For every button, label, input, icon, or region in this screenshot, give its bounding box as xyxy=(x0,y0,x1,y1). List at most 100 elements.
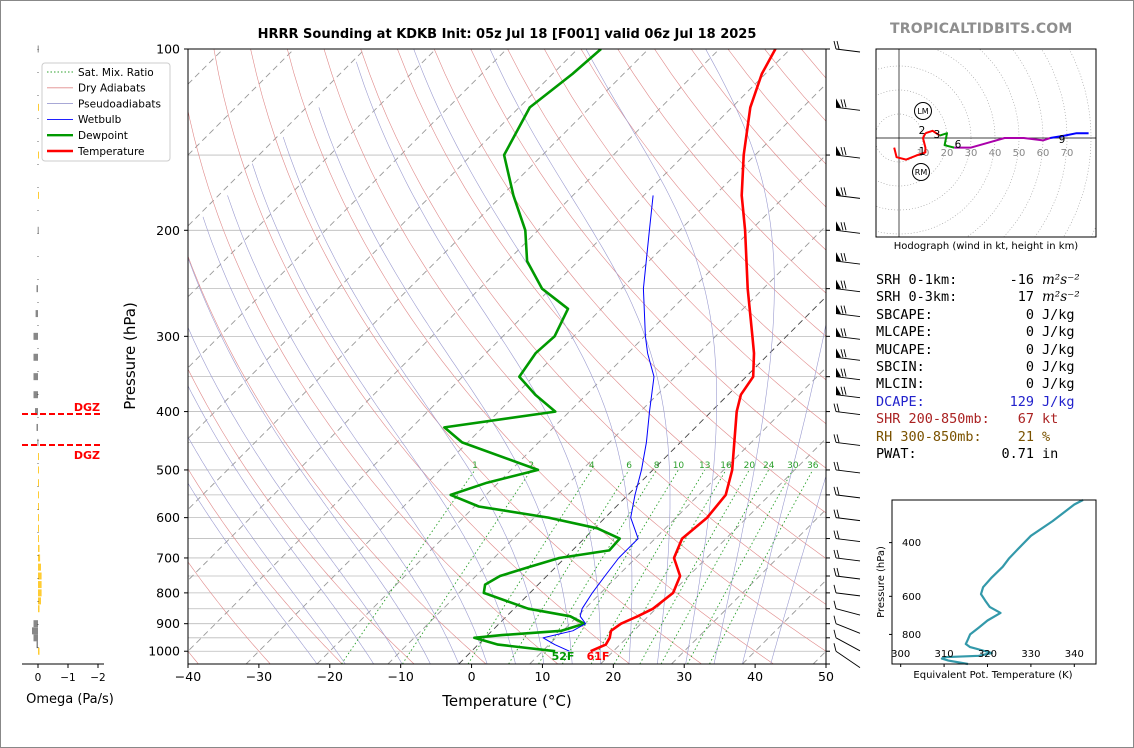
stat-unit: J/kg xyxy=(1042,393,1075,410)
legend-label: Wetbulb xyxy=(78,114,122,126)
wind-barbs xyxy=(833,40,861,668)
omega-bar xyxy=(36,641,38,649)
dry-adiabat xyxy=(397,49,826,559)
theta-e-xtick-label: 340 xyxy=(1065,649,1084,660)
theta-e-xtick-label: 330 xyxy=(1021,649,1040,660)
theta-e-xlabel: Equivalent Pot. Temperature (K) xyxy=(913,670,1072,681)
hodograph-ring-label: 60 xyxy=(1037,148,1050,159)
y-tick-label: 700 xyxy=(156,550,180,565)
dry-adiabat xyxy=(433,49,826,514)
pseudoadiabat xyxy=(227,195,488,664)
dry-adiabat xyxy=(188,109,559,664)
mixing-ratio-line xyxy=(402,469,532,664)
stat-label: RH 300-850mb: xyxy=(876,428,982,445)
profile-temperature xyxy=(590,49,777,653)
pseudoadiabat xyxy=(282,136,545,664)
theta-e-ytick-label: 400 xyxy=(902,538,921,549)
omega-bar xyxy=(38,535,39,543)
stat-unit: J/kg xyxy=(1042,376,1075,393)
stat-row: SRH 0-1km: -16 m²s⁻² xyxy=(876,272,1088,289)
wind-barb-feather xyxy=(840,187,844,196)
wind-barb-shaft xyxy=(835,106,861,111)
mixing-ratio-label: 2 xyxy=(528,461,534,471)
skewt-panel: 1 2 4 6 8 10 13 16 20 24 30 36 −40 −30 −20 −10 0 10 20 30 4… xyxy=(41,40,861,710)
surface-temp-label: 61F xyxy=(587,650,610,663)
stat-row: DCAPE: 129 J/kg xyxy=(876,394,1088,411)
wind-barb-feather xyxy=(833,461,837,471)
storm-motion-label: LM xyxy=(917,107,928,116)
wind-barb-flag xyxy=(836,186,841,196)
dry-adiabat xyxy=(507,49,826,425)
storm-motion-marker xyxy=(914,102,932,120)
omega-panel: DGZ DGZ 0 −1 −2 Omega (Pa/s) xyxy=(22,45,114,707)
zero-isotherm xyxy=(458,296,826,664)
isotherm-line xyxy=(529,367,826,664)
wind-barb-shaft xyxy=(835,229,861,234)
y-tick-label: 400 xyxy=(156,404,180,419)
stat-unit: J/kg xyxy=(1042,324,1075,341)
theta-e-xtick-label: 320 xyxy=(978,649,997,660)
stat-row: SBCIN: 0 J/kg xyxy=(876,359,1088,376)
wind-barb-feather xyxy=(840,146,844,156)
isotherm-line xyxy=(671,508,826,664)
isotherm-line xyxy=(188,49,366,227)
omega-bar xyxy=(38,503,39,511)
hodograph-segment xyxy=(1050,132,1089,139)
wind-barb-feather xyxy=(843,280,847,289)
wind-barb-feather xyxy=(836,486,840,495)
mixing-ratio-line xyxy=(687,469,794,664)
wind-barb-feather xyxy=(840,305,844,314)
stat-value: 0 J/kg xyxy=(1026,324,1088,341)
x-tick-label: 40 xyxy=(747,669,763,684)
stat-value: 0 J/kg xyxy=(1026,376,1088,393)
theta-e-ytick-label: 800 xyxy=(902,630,921,641)
legend-label: Temperature xyxy=(77,146,145,158)
legend-label: Dry Adiabats xyxy=(78,83,146,95)
omega-bar xyxy=(38,479,39,487)
profile-wetbulb xyxy=(542,195,655,652)
mixing-ratio-line xyxy=(508,469,630,664)
stat-label: SBCIN: xyxy=(876,358,925,375)
wind-barb-shaft xyxy=(835,394,861,399)
x-tick-label: −30 xyxy=(246,669,272,684)
omega-bar xyxy=(32,627,38,635)
wind-barb-feather xyxy=(833,486,837,495)
pseudoadiabat xyxy=(318,107,573,664)
stat-number: 0 xyxy=(1025,324,1034,341)
wind-barb-flag xyxy=(836,252,841,262)
stat-row: PWAT: 0.71 in xyxy=(876,446,1088,463)
wind-barb-feather xyxy=(840,328,844,337)
pseudoadiabat xyxy=(202,216,460,664)
x-tick-label: −10 xyxy=(387,669,413,684)
theta-e-line xyxy=(940,499,1084,666)
mixing-ratio-label: 24 xyxy=(763,461,775,471)
y-tick-label: 300 xyxy=(156,329,180,344)
stat-number: 0 xyxy=(1025,306,1034,323)
stat-unit: J/kg xyxy=(1042,358,1075,375)
theta-e-panel: 300 310 320 330 340 400 600 800 Equivalent Pot.… xyxy=(876,499,1097,681)
y-tick-label: 500 xyxy=(156,462,180,477)
stat-unit: J/kg xyxy=(1042,341,1075,358)
stat-number: 67 xyxy=(1017,411,1034,428)
x-tick-label: 20 xyxy=(605,669,621,684)
omega-xlabel: Omega (Pa/s) xyxy=(26,692,114,707)
wind-barb-feather xyxy=(833,629,837,638)
pseudoadiabat xyxy=(188,256,431,664)
omega-bar xyxy=(38,453,39,461)
omega-bar xyxy=(38,514,39,522)
y-tick-label: 1000 xyxy=(148,644,180,659)
stat-unit: m²s⁻² xyxy=(1042,289,1080,306)
skewt-background-lines: 1 2 4 6 8 10 13 16 20 24 30 36 xyxy=(188,49,826,664)
pseudoadiabat xyxy=(188,385,374,664)
wind-barb-shaft xyxy=(835,650,861,668)
omega-bar xyxy=(36,423,38,431)
omega-tick-label: −2 xyxy=(90,672,105,684)
omega-bar xyxy=(38,647,40,655)
omega-bar xyxy=(38,572,42,580)
omega-bars xyxy=(32,45,42,655)
wind-barb-feather xyxy=(833,530,837,539)
stat-label: MLCIN: xyxy=(876,376,925,393)
mixing-ratio-label: 8 xyxy=(654,461,660,471)
pseudoadiabat xyxy=(489,49,671,664)
omega-tick-label: −1 xyxy=(60,672,75,684)
